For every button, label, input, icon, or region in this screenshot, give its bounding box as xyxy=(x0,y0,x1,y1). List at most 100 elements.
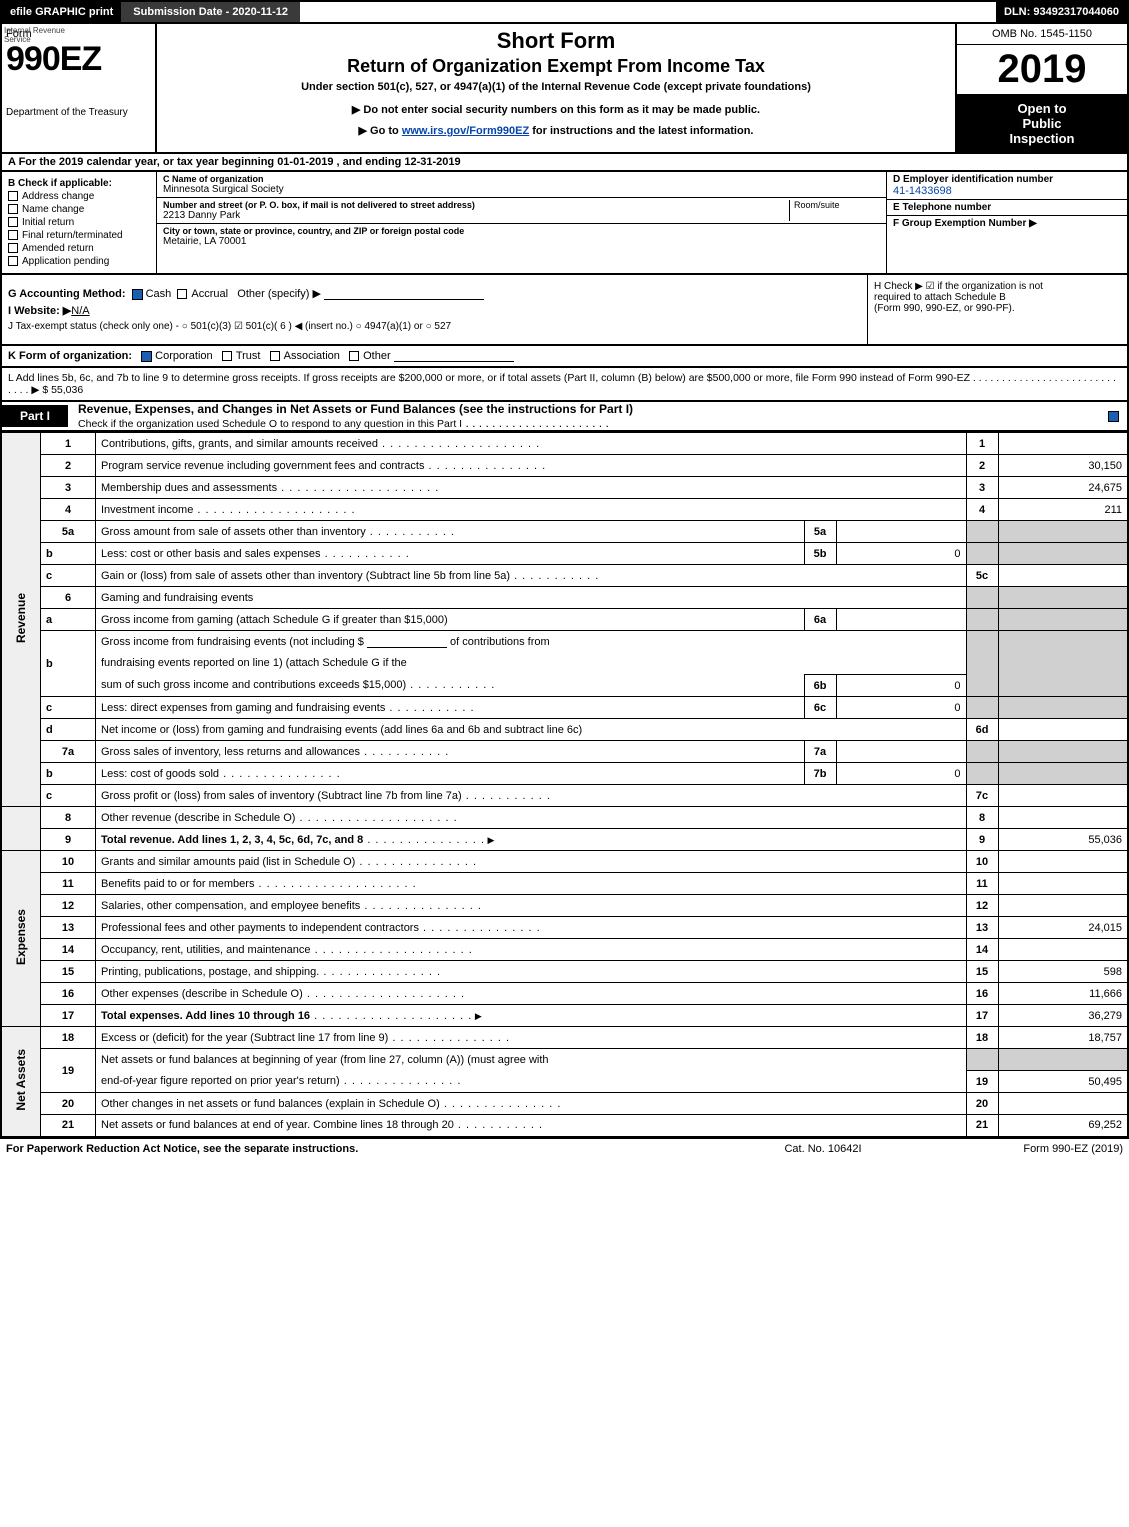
chk-amended-return[interactable]: Amended return xyxy=(8,243,150,254)
checkbox-icon[interactable] xyxy=(349,351,359,361)
line-sub: a xyxy=(41,609,96,631)
submission-date: Submission Date - 2020-11-12 xyxy=(121,2,300,22)
desc-text: Gain or (loss) from sale of assets other… xyxy=(101,570,599,582)
line-num: 9 xyxy=(41,829,96,851)
chk-name-change[interactable]: Name change xyxy=(8,204,150,215)
part1-checkbox[interactable] xyxy=(1108,411,1119,422)
h-line3: (Form 990, 990-EZ, or 990-PF). xyxy=(874,303,1121,314)
row-k: K Form of organization: Corporation Trus… xyxy=(0,346,1129,368)
right-val xyxy=(998,851,1128,873)
desc-text: end-of-year figure reported on prior yea… xyxy=(101,1075,461,1087)
right-val: 55,036 xyxy=(998,829,1128,851)
table-row: 17 Total expenses. Add lines 10 through … xyxy=(1,1005,1128,1027)
checkbox-icon[interactable] xyxy=(270,351,280,361)
checkbox-filled-icon[interactable] xyxy=(132,289,143,300)
table-row: 2 Program service revenue including gove… xyxy=(1,455,1128,477)
line-desc: Gross income from fundraising events (no… xyxy=(96,631,967,653)
line-desc: Other revenue (describe in Schedule O) xyxy=(96,807,967,829)
desc-text: Program service revenue including govern… xyxy=(101,460,546,472)
right-num: 4 xyxy=(966,499,998,521)
chk-application-pending[interactable]: Application pending xyxy=(8,256,150,267)
org-name: Minnesota Surgical Society xyxy=(163,184,880,195)
spacer xyxy=(300,2,996,22)
line-desc: Program service revenue including govern… xyxy=(96,455,967,477)
right-num-grey xyxy=(966,763,998,785)
right-val: 11,666 xyxy=(998,983,1128,1005)
desc-text: Net assets or fund balances at end of ye… xyxy=(101,1119,543,1131)
line-num: 21 xyxy=(41,1115,96,1137)
overlay-line1: Internal Revenue xyxy=(4,26,65,35)
table-row: Net Assets 18 Excess or (deficit) for th… xyxy=(1,1027,1128,1049)
contrib-input[interactable] xyxy=(367,636,447,648)
right-num: 18 xyxy=(966,1027,998,1049)
header-middle: Short Form Return of Organization Exempt… xyxy=(157,24,957,152)
g-label: G Accounting Method: xyxy=(8,288,126,300)
right-num: 9 xyxy=(966,829,998,851)
column-def: D Employer identification number 41-1433… xyxy=(887,172,1127,273)
right-num: 14 xyxy=(966,939,998,961)
right-val: 598 xyxy=(998,961,1128,983)
inner-val: 0 xyxy=(836,543,966,565)
inner-val xyxy=(836,741,966,763)
right-val: 24,015 xyxy=(998,917,1128,939)
line-desc: Contributions, gifts, grants, and simila… xyxy=(96,433,967,455)
line-num: 3 xyxy=(41,477,96,499)
line-desc: Less: cost or other basis and sales expe… xyxy=(96,543,805,565)
checkbox-filled-icon[interactable] xyxy=(141,351,152,362)
table-row: 20 Other changes in net assets or fund b… xyxy=(1,1093,1128,1115)
part1-sub: Check if the organization used Schedule … xyxy=(78,418,462,430)
checkbox-icon[interactable] xyxy=(177,289,187,299)
desc-text: Benefits paid to or for members xyxy=(101,878,417,890)
j-tax-exempt: J Tax-exempt status (check only one) - ○… xyxy=(8,321,861,332)
right-num: 10 xyxy=(966,851,998,873)
k-trust: Trust xyxy=(236,350,261,362)
chk-address-change[interactable]: Address change xyxy=(8,191,150,202)
table-row: 21 Net assets or fund balances at end of… xyxy=(1,1115,1128,1137)
desc-text: Excess or (deficit) for the year (Subtra… xyxy=(101,1032,510,1044)
table-row: 6 Gaming and fundraising events xyxy=(1,587,1128,609)
h-box: H Check ▶ ☑ if the organization is not r… xyxy=(867,275,1127,344)
line-sub: b xyxy=(41,631,96,697)
k-other-input[interactable] xyxy=(394,350,514,362)
open-line2: Public xyxy=(1022,116,1061,131)
chk-final-return[interactable]: Final return/terminated xyxy=(8,230,150,241)
right-num: 11 xyxy=(966,873,998,895)
inner-val xyxy=(836,521,966,543)
right-val xyxy=(998,807,1128,829)
netassets-side-label: Net Assets xyxy=(1,1027,41,1137)
right-val xyxy=(998,565,1128,587)
ssn-note: ▶ Do not enter social security numbers o… xyxy=(165,103,947,116)
right-val-grey xyxy=(998,521,1128,543)
right-num: 15 xyxy=(966,961,998,983)
line-sub: b xyxy=(41,543,96,565)
right-num: 12 xyxy=(966,895,998,917)
right-val: 69,252 xyxy=(998,1115,1128,1137)
g-other-input[interactable] xyxy=(324,288,484,300)
line-num: 1 xyxy=(41,433,96,455)
checkbox-icon[interactable] xyxy=(222,351,232,361)
table-row: c Gross profit or (loss) from sales of i… xyxy=(1,785,1128,807)
goto-link[interactable]: www.irs.gov/Form990EZ xyxy=(402,125,529,137)
chk-initial-return[interactable]: Initial return xyxy=(8,217,150,228)
line-num: 4 xyxy=(41,499,96,521)
f-label: F Group Exemption Number ▶ xyxy=(893,218,1121,229)
right-val: 30,150 xyxy=(998,455,1128,477)
line-num: 5a xyxy=(41,521,96,543)
efile-label[interactable]: efile GRAPHIC print xyxy=(2,2,121,22)
expenses-text: Expenses xyxy=(14,909,28,965)
line-desc: Gain or (loss) from sale of assets other… xyxy=(96,565,967,587)
right-num: 5c xyxy=(966,565,998,587)
line-desc: Occupancy, rent, utilities, and maintena… xyxy=(96,939,967,961)
c-city-row: City or town, state or province, country… xyxy=(157,224,886,249)
line-num: 13 xyxy=(41,917,96,939)
b-item-3: Final return/terminated xyxy=(22,230,123,241)
inner-num: 6c xyxy=(804,697,836,719)
right-num-grey xyxy=(966,543,998,565)
right-num-grey xyxy=(966,741,998,763)
line-sub: c xyxy=(41,565,96,587)
gh-left: G Accounting Method: Cash Accrual Other … xyxy=(2,275,867,344)
right-val-grey xyxy=(998,1049,1128,1071)
checkbox-icon xyxy=(8,204,18,214)
department-label: Department of the Treasury xyxy=(6,107,151,118)
line-num: 12 xyxy=(41,895,96,917)
